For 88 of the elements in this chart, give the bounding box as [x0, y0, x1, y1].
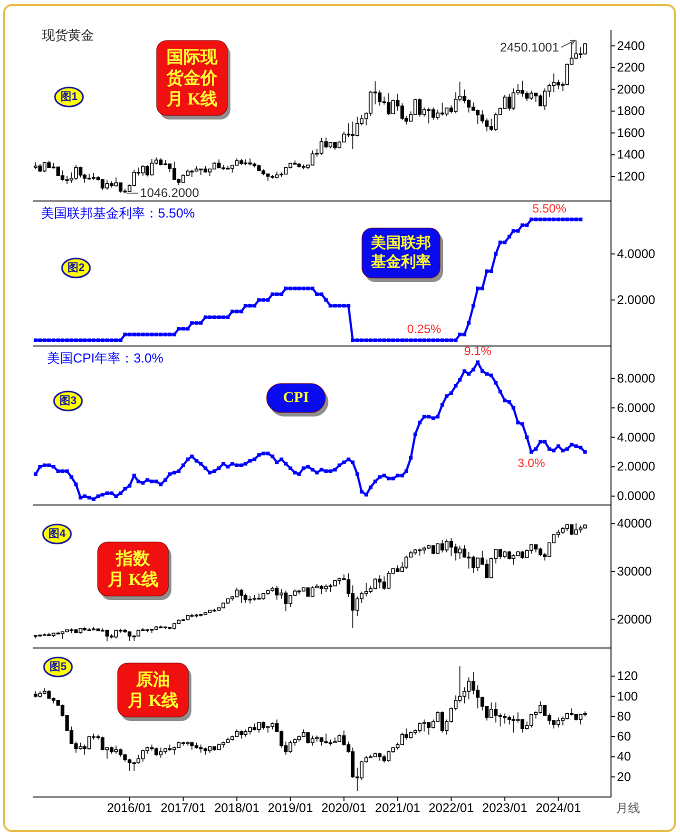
candlestick [87, 736, 92, 750]
candlestick [168, 626, 172, 630]
candlestick [350, 121, 355, 150]
x-tick-label: 2021/01 [375, 801, 420, 815]
candlestick [378, 574, 382, 589]
x-axis-title: 月线 [616, 801, 640, 815]
candlestick [181, 741, 186, 746]
x-tick-label: 2016/01 [106, 801, 152, 815]
y-tick-label: 40000 [617, 516, 652, 531]
x-tick-label: 2022/01 [428, 801, 474, 815]
y-tick-label: 30000 [617, 564, 652, 578]
y-tick-label: 80 [617, 709, 631, 724]
annotation: 2450.1001 [500, 40, 560, 54]
candlestick [87, 628, 92, 632]
candlestick [583, 42, 587, 56]
text: 原油月 K线 [126, 670, 179, 710]
x-tick-label: 2017/01 [160, 801, 206, 815]
annotation: 图3 [59, 395, 77, 407]
y-tick-label: 1800 [617, 104, 645, 118]
candlestick [378, 752, 382, 762]
annotation: 3.0% [518, 456, 546, 470]
x-tick-label: 2024/01 [536, 801, 581, 815]
x-tick-label: 2018/01 [214, 801, 260, 815]
chart-subtitle: 现货黄金 [42, 28, 94, 42]
candlestick [154, 747, 158, 756]
text: CPI [283, 390, 310, 406]
y-tick-label: 8.0000 [617, 371, 656, 386]
x-tick-label: 2019/01 [268, 801, 314, 815]
y-tick-label: 100 [617, 689, 638, 704]
annotation: 0.25% [407, 322, 442, 336]
candlestick [418, 722, 422, 733]
annotation: 5.50% [532, 201, 567, 216]
y-tick-label: 2.0000 [617, 460, 656, 474]
y-tick-label: 20 [617, 770, 631, 784]
y-tick-label: 20000 [617, 612, 652, 626]
candlestick [552, 73, 556, 93]
y-tick-label: 2.0000 [617, 292, 656, 307]
annotation: 图5 [49, 661, 67, 673]
candlestick [404, 555, 408, 570]
chart-subtitle: 美国CPI年率：3.0% [47, 350, 164, 366]
candlestick [168, 744, 172, 752]
y-tick-label: 120 [617, 669, 638, 684]
y-tick-label: 2400 [617, 38, 645, 53]
annotation: 图2 [67, 262, 85, 274]
y-tick-label: 1200 [617, 169, 645, 184]
candlestick [502, 713, 507, 724]
candlestick [181, 618, 186, 622]
candlestick [87, 173, 92, 180]
candlestick [422, 719, 426, 732]
y-tick-label: 4.0000 [617, 246, 656, 261]
candlestick [498, 548, 502, 560]
candlestick [154, 626, 158, 631]
candlestick [458, 545, 462, 560]
candlestick [426, 722, 431, 735]
y-tick-label: 2200 [617, 60, 645, 75]
y-tick-label: 60 [617, 730, 631, 744]
candlestick [418, 548, 422, 556]
y-tick-label: 1600 [617, 126, 645, 140]
text: 国际现货金价月 K线 [165, 48, 218, 108]
candlestick [422, 546, 426, 554]
y-tick-label: 6.0000 [617, 400, 656, 415]
candlestick [583, 524, 587, 530]
candlestick [418, 98, 422, 117]
candlestick [449, 538, 454, 557]
candlestick [431, 544, 436, 555]
text: 美国联邦基金利率 [370, 234, 431, 270]
x-tick-label: 2020/01 [321, 801, 367, 815]
candlestick [440, 711, 444, 733]
y-tick-label: 4.0000 [617, 430, 656, 444]
annotation: 9.1% [464, 344, 492, 358]
candlestick [431, 107, 436, 120]
candlestick [502, 550, 507, 558]
candlestick [426, 107, 431, 124]
y-tick-label: 0.0000 [617, 489, 656, 504]
candlestick [436, 542, 440, 554]
annotation: 图4 [48, 528, 66, 540]
annotation: 1046.2000 [140, 186, 200, 200]
chart-subtitle: 美国联邦基金利率：5.50% [41, 206, 196, 220]
y-tick-label: 40 [617, 750, 631, 764]
y-tick-label: 1400 [617, 148, 645, 162]
x-tick-label: 2023/01 [482, 801, 528, 815]
annotation: 图1 [60, 91, 78, 103]
y-tick-label: 2000 [617, 82, 645, 96]
candlestick [413, 548, 418, 556]
text: 指数月 K线 [106, 549, 159, 589]
candlestick [400, 732, 404, 746]
candlestick [440, 540, 444, 553]
candlestick [440, 102, 444, 116]
